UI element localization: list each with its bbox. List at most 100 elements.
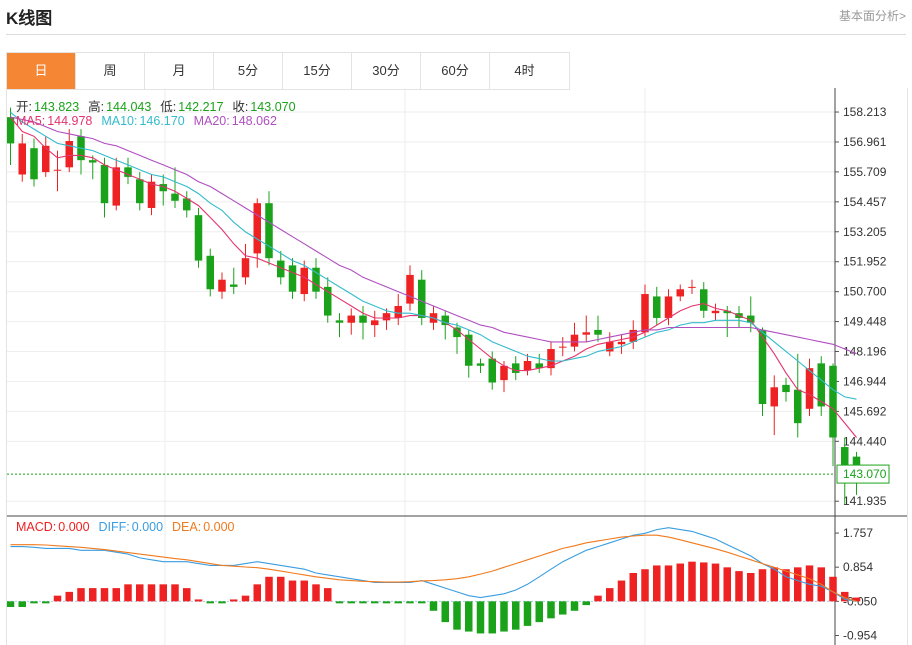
y-tick-label: 148.196 [843,345,887,359]
candle-body [829,365,837,438]
tab-day[interactable]: 日 [7,53,76,89]
macd-bar [335,601,344,604]
candle-body [523,360,532,371]
macd-bar [488,601,496,634]
macd-bar [653,565,661,602]
diff-value: 0.000 [131,520,164,534]
high-label: 高: [88,100,105,114]
candle-body [629,329,637,342]
candle-body [500,365,508,381]
candle-body [277,260,285,278]
macd-bar [570,601,579,611]
candle-body [817,363,825,407]
candle-body [335,320,344,323]
last-price-box [836,464,890,484]
candle-body [42,145,50,173]
close-label: 收: [232,100,249,114]
y-tick-label: 158.213 [843,105,887,119]
candle-body [465,334,473,366]
ma10-value: 146.170 [139,114,185,128]
candle-body [676,289,684,297]
candle-body [723,310,731,314]
line-ma20 [10,116,857,355]
macd-bar [65,591,73,602]
y-tick-label: 155.709 [843,165,887,179]
candle-body [136,179,144,204]
macd-bar [136,584,144,602]
high-value: 144.043 [106,100,152,114]
candle-body [582,332,590,335]
ma-readout: MA5: 144.978 MA10: 146.170 MA20: 148.062 [16,114,279,128]
fundamental-analysis-link[interactable]: 基本面分析> [838,9,906,23]
macd-bar [230,599,238,602]
candle-body [441,315,449,326]
open-value: 143.823 [33,100,80,114]
macd-bar [852,597,861,602]
macd-y-tick-label: 0.854 [843,560,873,574]
open-label: 开: [16,100,32,114]
macd-bar [676,563,684,602]
macd-bar [77,588,85,602]
candle-body [147,181,156,208]
macd-bar [53,595,62,602]
tab-4hour[interactable]: 4时 [514,63,535,78]
candle-body [312,267,320,292]
candle-body [194,215,203,261]
y-tick-label: 153.205 [843,225,887,239]
line-diff [10,527,857,602]
candle-body [841,447,849,474]
macd-bar [183,588,191,602]
macd-bar [253,584,261,602]
candle-body [570,334,579,347]
macd-bar [465,601,473,632]
macd-bar [523,601,532,626]
tab-15min[interactable]: 15分 [283,53,352,89]
chart-container: 158.213 156.961 155.709 154.457 153.205 151.9… [6,88,908,645]
macd-bar [147,584,156,602]
macd-label: MACD: [16,520,57,534]
header-divider [6,34,906,35]
page-title: K线图 [6,9,53,28]
y-tick-label: 141.935 [843,494,887,508]
tab-60min[interactable]: 60分 [421,53,490,89]
line-ma10 [10,111,857,400]
line-dea [10,534,857,602]
macd-bar [89,588,97,602]
candle-body [265,203,273,259]
candle-body [606,341,614,352]
tab-5min[interactable]: 5分 [214,53,283,89]
dea-value: 0.000 [203,520,235,534]
candle-body [7,117,15,144]
candle-body [559,346,567,348]
macd-bar [500,601,508,632]
macd-bar [241,595,250,602]
candle-body [124,167,132,177]
candle-body [488,358,496,383]
candle-body [782,384,790,393]
tab-30min[interactable]: 30分 [352,53,421,89]
candle-body [418,279,426,318]
macd-bar [382,601,391,604]
low-value: 142.217 [178,100,224,114]
candle-body [347,315,355,323]
macd-bar [171,584,179,602]
macd-bar [770,567,778,602]
candle-body [653,296,661,318]
macd-bar [606,588,614,602]
macd-readout: MACD: 0.000 DIFF: 0.000 DEA: 0.000 [16,520,236,534]
period-tabs: 日 周 月 5分 15分 30分 60分 4时 [6,52,570,90]
tab-month[interactable]: 月 [145,53,214,89]
candle-body [512,363,520,373]
candle-body [382,313,391,321]
ohlc-readout: 开: 143.823 高: 144.043 低: 142.217 收: 143.070 [16,96,298,115]
tab-week[interactable]: 周 [76,53,145,89]
macd-bar [688,561,696,602]
macd-bar [42,601,50,604]
macd-bar [194,599,203,602]
macd-bar [547,601,555,619]
candle-body [535,363,543,369]
macd-bar [406,601,414,604]
kline-chart[interactable]: 158.213 156.961 155.709 154.457 153.205 151.9… [7,88,907,645]
candle-body [65,141,73,168]
diff-label: DIFF: [98,520,130,534]
